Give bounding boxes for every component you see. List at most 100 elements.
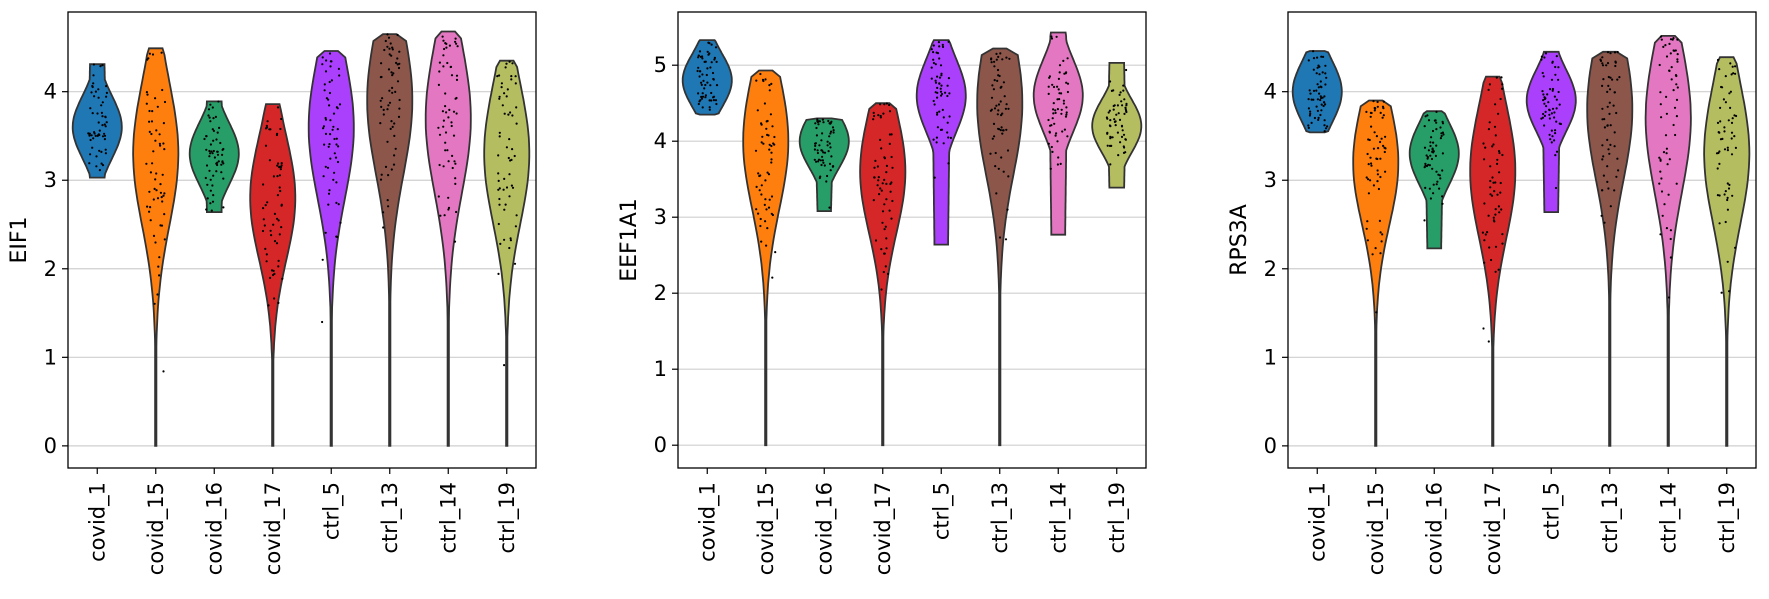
points-ctrl_19 xyxy=(1105,68,1128,166)
data-point xyxy=(1557,66,1560,69)
data-point xyxy=(207,108,211,111)
data-point xyxy=(1372,184,1375,187)
data-point xyxy=(879,187,882,190)
data-point xyxy=(1675,182,1678,185)
data-point xyxy=(1062,59,1065,63)
data-point xyxy=(756,109,759,112)
data-point xyxy=(1377,147,1380,150)
data-point xyxy=(1369,156,1372,159)
data-point xyxy=(704,94,708,97)
data-point xyxy=(1315,72,1318,75)
data-point xyxy=(1367,163,1370,166)
data-point xyxy=(1551,107,1555,110)
data-point xyxy=(103,134,107,137)
data-point xyxy=(498,135,501,138)
data-point xyxy=(1665,95,1668,98)
data-point xyxy=(510,148,514,151)
data-point xyxy=(1005,103,1008,106)
data-point xyxy=(1434,154,1437,157)
data-point xyxy=(1484,233,1487,236)
data-point xyxy=(997,109,1000,112)
data-point xyxy=(1607,84,1610,87)
data-point xyxy=(209,202,212,205)
data-point xyxy=(1432,192,1435,195)
data-point xyxy=(1382,144,1385,147)
data-point xyxy=(1432,183,1435,186)
data-point xyxy=(698,75,701,78)
data-point xyxy=(873,166,876,169)
data-point xyxy=(1001,58,1004,61)
points-ctrl_14 xyxy=(437,35,459,243)
data-point xyxy=(828,122,831,125)
data-point xyxy=(1668,42,1671,46)
data-point xyxy=(387,68,391,71)
data-point xyxy=(770,151,773,154)
points-covid_1 xyxy=(696,41,719,111)
data-point xyxy=(883,178,886,181)
data-point xyxy=(442,165,445,168)
data-point xyxy=(90,134,93,137)
data-point xyxy=(755,208,758,211)
data-point xyxy=(508,60,511,63)
data-point xyxy=(997,55,1000,59)
data-point xyxy=(1316,66,1319,69)
data-point xyxy=(439,214,442,217)
data-point xyxy=(760,240,763,243)
data-point xyxy=(872,199,875,202)
x-tick-label: covid_1 xyxy=(85,482,110,562)
data-point xyxy=(1616,50,1619,54)
y-tick-label: 2 xyxy=(44,257,57,281)
data-point xyxy=(447,206,451,209)
data-point xyxy=(279,189,282,193)
data-point xyxy=(888,142,891,145)
data-point xyxy=(1058,64,1062,67)
data-point xyxy=(1667,193,1670,196)
data-point xyxy=(1324,83,1327,86)
data-point xyxy=(1721,137,1724,140)
data-point xyxy=(442,65,445,68)
data-point xyxy=(336,160,340,164)
data-point xyxy=(1658,182,1661,185)
data-point xyxy=(278,174,281,177)
data-point xyxy=(1308,89,1311,92)
data-point xyxy=(936,113,939,116)
data-point xyxy=(701,95,705,98)
data-point xyxy=(830,130,833,133)
data-point xyxy=(1384,147,1387,150)
data-point xyxy=(329,119,332,122)
data-point xyxy=(1004,238,1008,241)
data-point xyxy=(890,217,893,220)
data-point xyxy=(1726,149,1729,152)
data-point xyxy=(92,74,95,77)
data-point xyxy=(444,105,447,108)
data-point xyxy=(94,90,97,93)
data-point xyxy=(1609,205,1612,208)
data-point xyxy=(329,65,332,68)
data-point xyxy=(156,293,159,296)
data-point xyxy=(1496,162,1499,165)
data-point xyxy=(823,151,827,154)
data-point xyxy=(767,206,771,209)
data-point xyxy=(273,240,277,243)
data-point xyxy=(97,121,100,124)
data-point xyxy=(497,172,500,175)
data-point xyxy=(829,132,832,135)
data-point xyxy=(262,183,265,186)
data-point xyxy=(1730,153,1734,156)
data-point xyxy=(1554,186,1558,190)
data-point xyxy=(891,199,894,203)
data-point xyxy=(515,106,518,109)
data-point xyxy=(209,152,212,155)
data-point xyxy=(996,79,999,82)
data-point xyxy=(944,91,947,94)
data-point xyxy=(947,77,951,80)
data-point xyxy=(1380,240,1383,243)
data-point xyxy=(874,239,878,242)
data-point xyxy=(1542,93,1545,96)
data-point xyxy=(933,176,936,179)
data-point xyxy=(1428,187,1431,190)
data-point xyxy=(1375,311,1378,314)
data-point xyxy=(828,142,831,145)
data-point xyxy=(825,180,828,183)
data-point xyxy=(453,240,457,243)
